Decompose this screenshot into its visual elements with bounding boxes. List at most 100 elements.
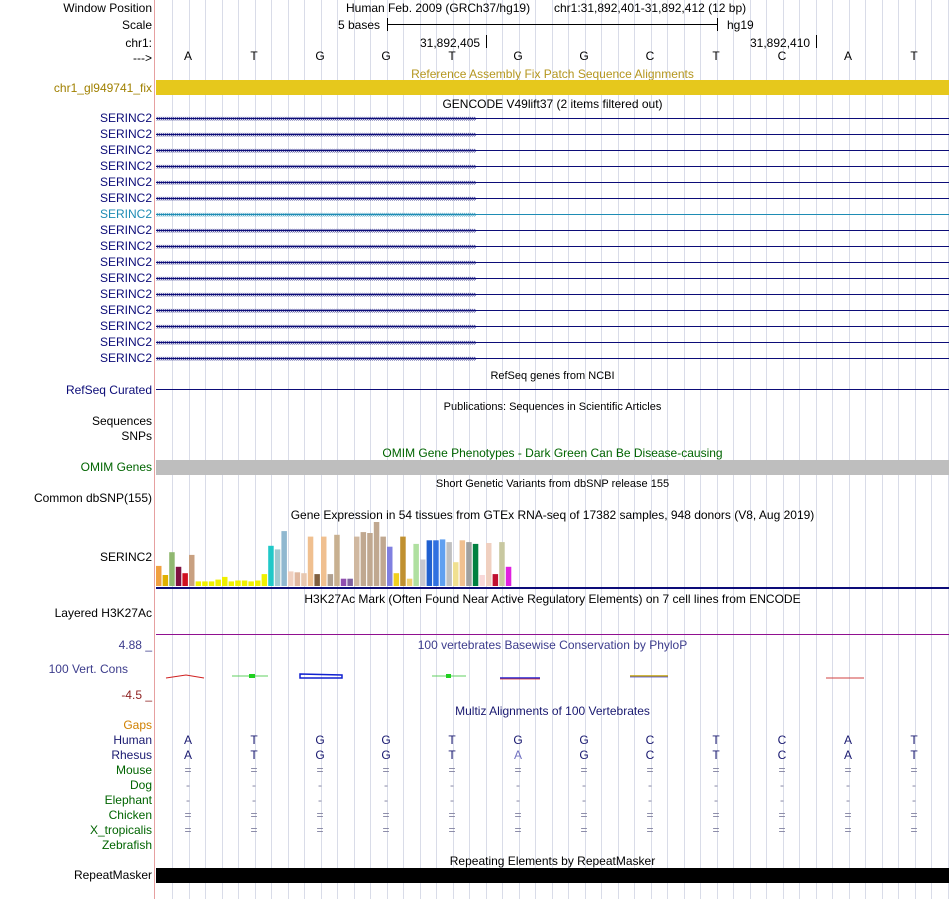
gencode-item-label[interactable]: SERINC2 — [99, 335, 152, 349]
gtex-bar[interactable] — [373, 522, 380, 586]
gtex-bar[interactable] — [175, 566, 182, 586]
gtex-bar[interactable] — [393, 573, 400, 586]
multiz-species-label[interactable]: Zebrafish — [101, 838, 152, 852]
refseq-label[interactable]: RefSeq Curated — [65, 383, 152, 397]
gtex-bar[interactable] — [433, 540, 439, 586]
gencode-item-label[interactable]: SERINC2 — [99, 159, 152, 173]
multiz-gaps-label[interactable]: Gaps — [123, 718, 152, 732]
gencode-item-label[interactable]: SERINC2 — [99, 239, 152, 253]
gtex-bar[interactable] — [420, 559, 426, 587]
gencode-gene-line[interactable] — [156, 230, 949, 231]
multiz-species-label[interactable]: Rhesus — [111, 748, 152, 762]
phylop-title[interactable]: 100 vertebrates Basewise Conservation by… — [417, 638, 688, 652]
gtex-bar[interactable] — [360, 532, 367, 586]
gencode-gene-line[interactable] — [156, 166, 949, 167]
repeatmasker-bar[interactable] — [156, 868, 949, 883]
omim-bar[interactable] — [156, 460, 949, 475]
omim-title[interactable]: OMIM Gene Phenotypes - Dark Green Can Be… — [382, 446, 723, 460]
gtex-bar[interactable] — [347, 578, 353, 586]
gencode-item-label[interactable]: SERINC2 — [99, 351, 152, 365]
gtex-bar[interactable] — [182, 573, 188, 586]
gtex-bar[interactable] — [479, 575, 485, 586]
gtex-bar[interactable] — [486, 543, 492, 586]
multiz-title[interactable]: Multiz Alignments of 100 Vertebrates — [455, 704, 650, 718]
gtex-bar[interactable] — [459, 540, 466, 586]
gencode-item-label[interactable]: SERINC2 — [99, 303, 152, 317]
gencode-item-label[interactable]: SERINC2 — [99, 271, 152, 285]
gtex-bar-chart[interactable] — [156, 522, 536, 586]
gtex-bar[interactable] — [499, 542, 505, 586]
gtex-bar[interactable] — [162, 575, 169, 586]
fix-patch-title[interactable]: Reference Assembly Fix Patch Sequence Al… — [411, 67, 694, 81]
fix-patch-bar[interactable] — [156, 80, 949, 95]
gtex-bar[interactable] — [268, 545, 274, 586]
gencode-item-label[interactable]: SERINC2 — [99, 287, 152, 301]
phylop-label[interactable]: 100 Vert. Cons — [48, 662, 128, 676]
gencode-gene-line[interactable] — [156, 198, 949, 199]
gtex-bar[interactable] — [228, 581, 235, 586]
gencode-item-label[interactable]: SERINC2 — [99, 175, 152, 189]
gtex-bar[interactable] — [505, 566, 512, 586]
gtex-bar[interactable] — [235, 580, 241, 587]
gtex-bar[interactable] — [189, 554, 195, 586]
omim-label[interactable]: OMIM Genes — [80, 460, 152, 474]
gtex-bar[interactable] — [314, 574, 320, 586]
gencode-gene-line[interactable] — [156, 214, 949, 215]
gencode-gene-line[interactable] — [156, 262, 949, 263]
gtex-bar[interactable] — [208, 581, 215, 586]
gtex-bar[interactable] — [472, 543, 479, 586]
dbsnp-label[interactable]: Common dbSNP(155) — [33, 491, 152, 505]
gencode-item-label[interactable]: SERINC2 — [99, 191, 152, 205]
gencode-gene-line[interactable] — [156, 182, 949, 183]
gencode-gene-line[interactable] — [156, 134, 949, 135]
multiz-species-label[interactable]: Human — [113, 733, 152, 747]
gtex-bar[interactable] — [274, 549, 281, 586]
gtex-bar[interactable] — [492, 574, 499, 586]
gtex-bar[interactable] — [307, 536, 314, 586]
gencode-title[interactable]: GENCODE V49lift37 (2 items filtered out) — [442, 97, 663, 111]
gencode-gene-line[interactable] — [156, 118, 949, 119]
gencode-gene-line[interactable] — [156, 326, 949, 327]
multiz-species-label[interactable]: X_tropicalis — [89, 823, 152, 837]
gtex-bar[interactable] — [281, 531, 287, 586]
gtex-bar[interactable] — [241, 580, 248, 587]
publications-title[interactable]: Publications: Sequences in Scientific Ar… — [443, 401, 662, 413]
gtex-bar[interactable] — [195, 581, 202, 586]
gtex-bar[interactable] — [255, 580, 261, 587]
dbsnp-title[interactable]: Short Genetic Variants from dbSNP releas… — [435, 478, 670, 490]
gtex-bar[interactable] — [261, 574, 268, 586]
repeatmasker-title[interactable]: Repeating Elements by RepeatMasker — [449, 854, 656, 868]
gtex-bar[interactable] — [288, 571, 294, 586]
multiz-species-label[interactable]: Mouse — [115, 763, 152, 777]
gtex-bar[interactable] — [202, 581, 208, 586]
gtex-label[interactable]: SERINC2 — [99, 550, 152, 564]
gencode-gene-line[interactable] — [156, 246, 949, 247]
gtex-bar[interactable] — [222, 576, 228, 586]
gtex-bar[interactable] — [426, 540, 433, 586]
gencode-item-label[interactable]: SERINC2 — [99, 319, 152, 333]
gencode-item-label[interactable]: SERINC2 — [99, 127, 152, 141]
multiz-species-label[interactable]: Chicken — [108, 808, 152, 822]
gtex-bar[interactable] — [367, 533, 373, 586]
gtex-bar[interactable] — [400, 536, 406, 586]
gencode-item-label[interactable]: SERINC2 — [99, 111, 152, 125]
gtex-bar[interactable] — [248, 581, 254, 586]
gtex-bar[interactable] — [301, 573, 307, 586]
repeatmasker-label[interactable]: RepeatMasker — [73, 868, 152, 882]
refseq-title[interactable]: RefSeq genes from NCBI — [490, 370, 615, 382]
gencode-gene-line[interactable] — [156, 150, 949, 151]
gencode-gene-line[interactable] — [156, 342, 949, 343]
refseq-gene-line[interactable] — [156, 389, 949, 390]
gencode-gene-line[interactable] — [156, 358, 949, 359]
gencode-item-label[interactable]: SERINC2 — [99, 255, 152, 269]
gtex-bar[interactable] — [387, 546, 393, 586]
gtex-bar[interactable] — [340, 578, 347, 586]
gtex-bar[interactable] — [321, 536, 327, 586]
gtex-bar[interactable] — [327, 574, 334, 586]
gtex-bar[interactable] — [215, 579, 221, 586]
gencode-item-label[interactable]: SERINC2 — [99, 223, 152, 237]
gencode-gene-line[interactable] — [156, 310, 949, 311]
gtex-bar[interactable] — [169, 552, 175, 586]
phylop-plot[interactable] — [156, 668, 949, 684]
gtex-bar[interactable] — [446, 542, 452, 586]
